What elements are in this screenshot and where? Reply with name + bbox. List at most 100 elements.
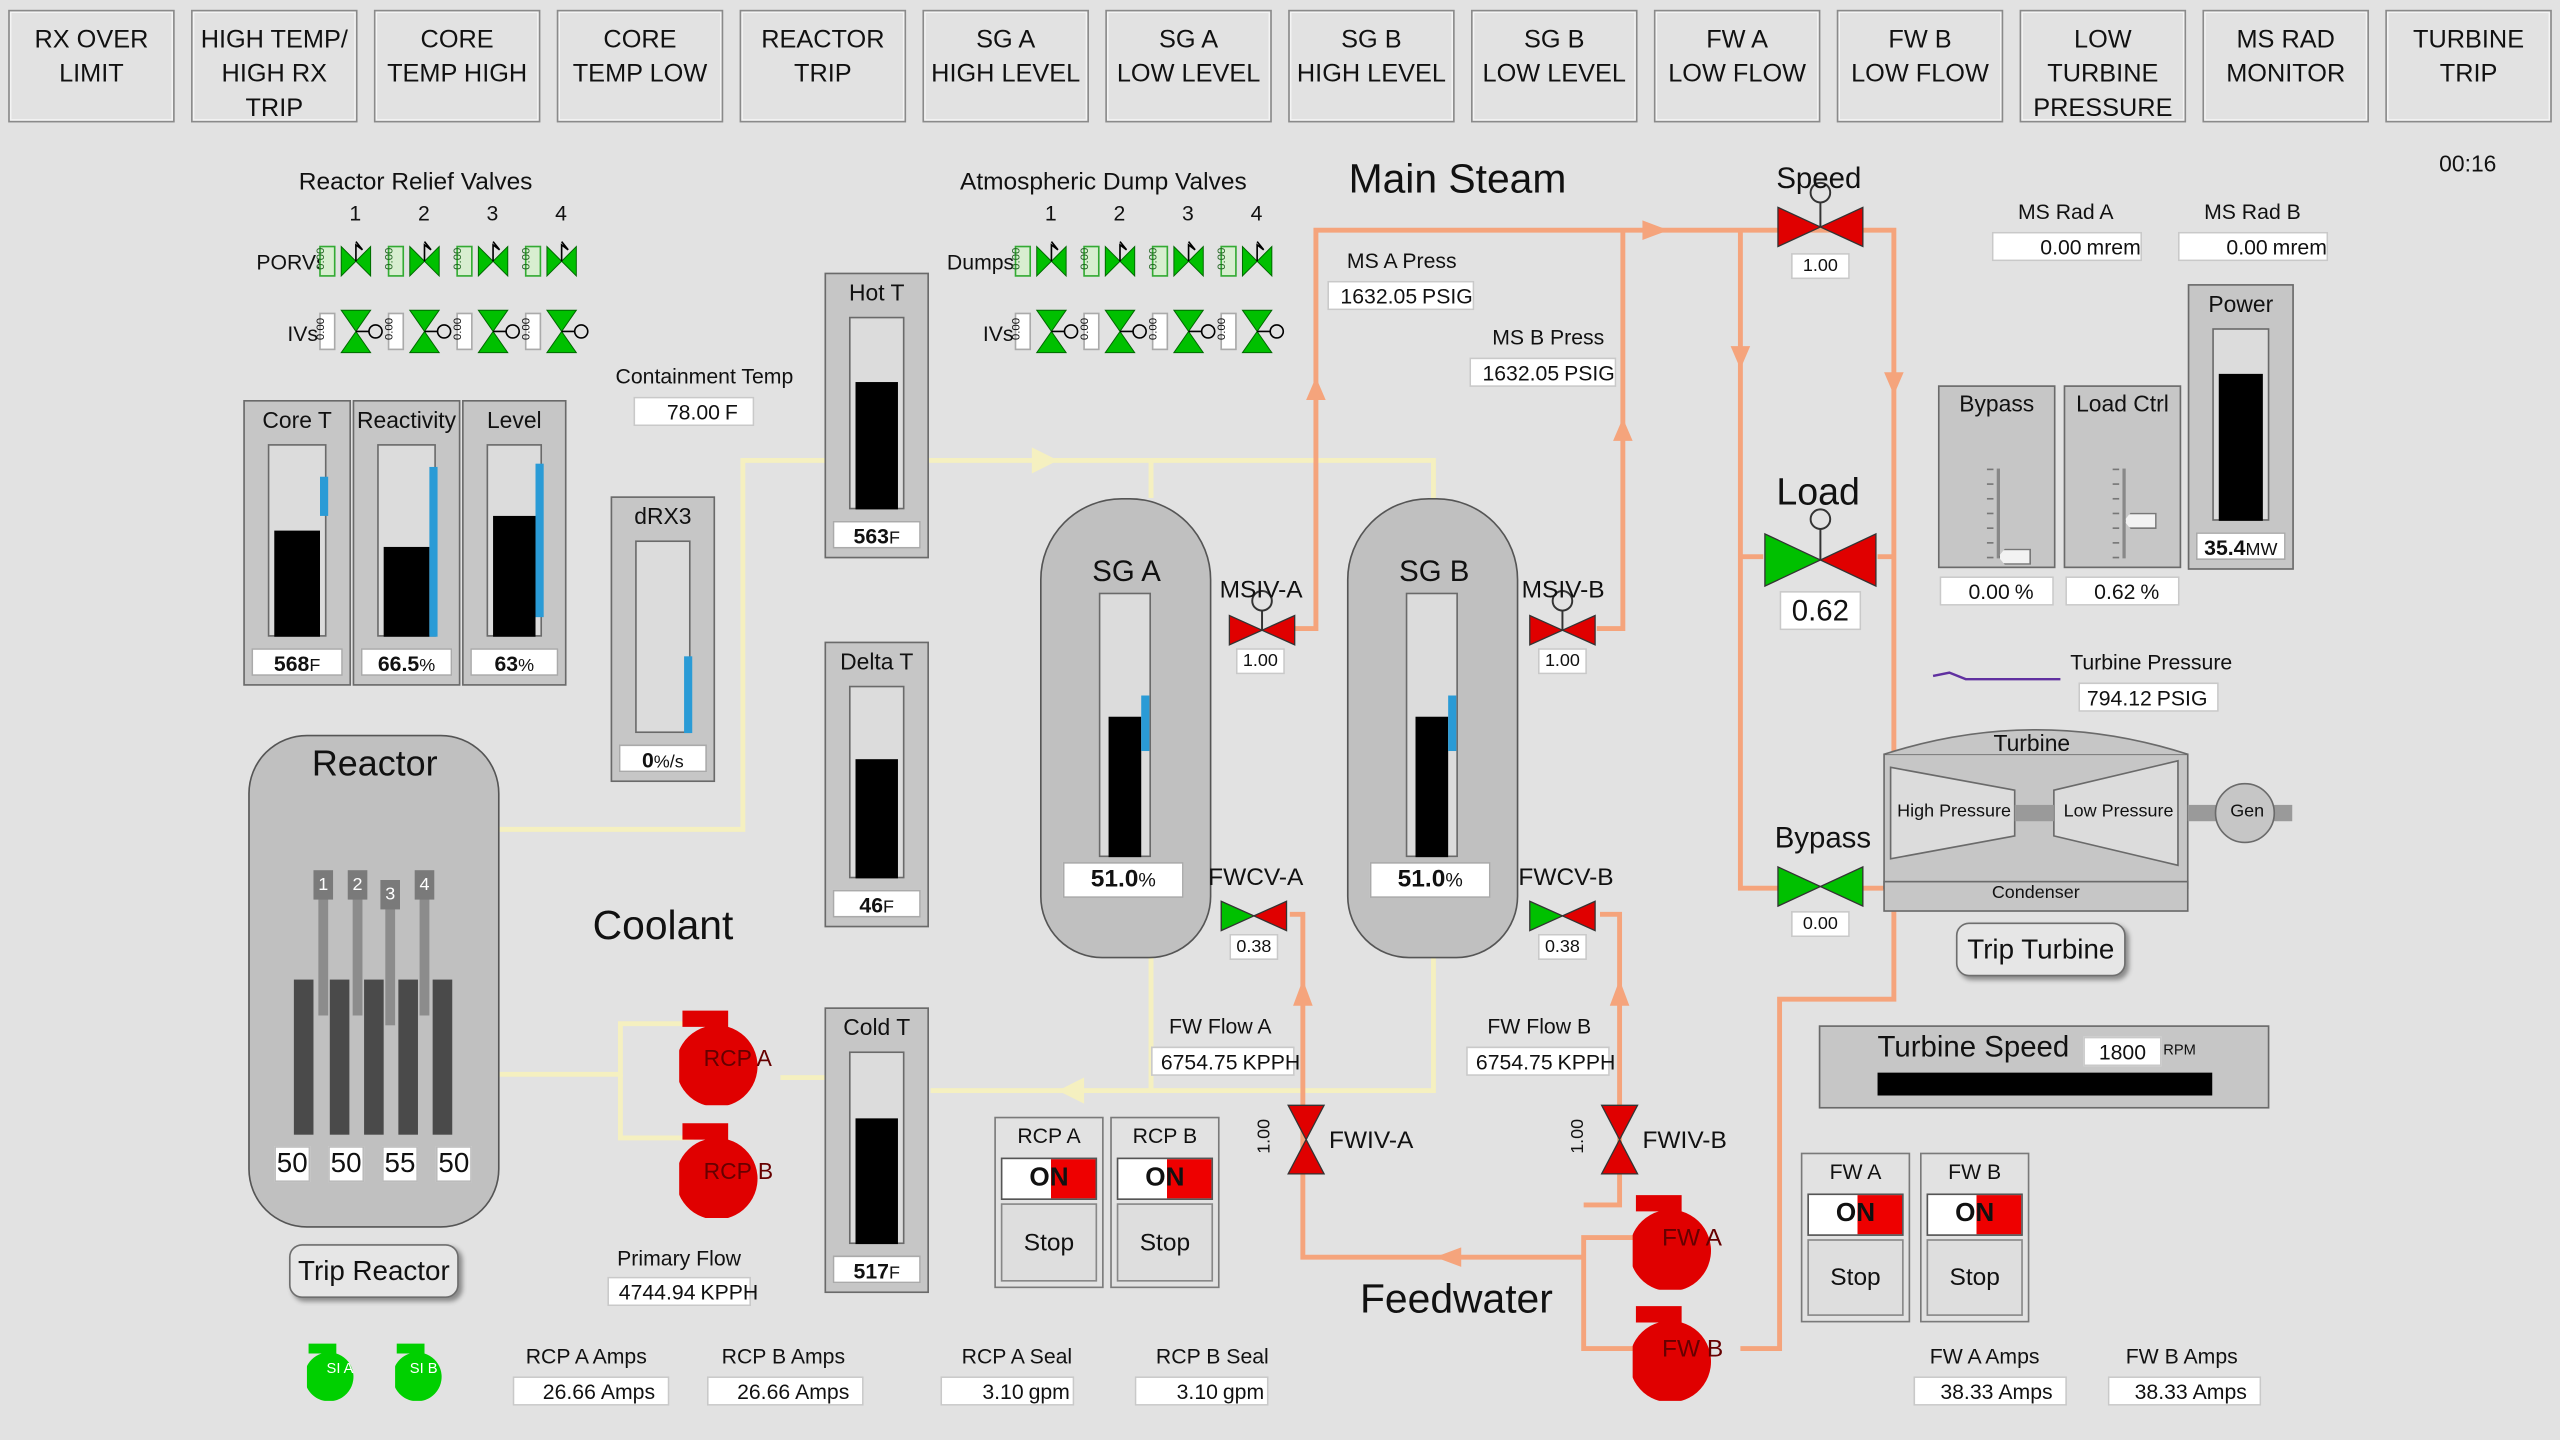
dump-valve-tag-3: 0.00 [1148, 247, 1160, 270]
sg-a-level-setpoint [1141, 695, 1150, 752]
dump-number-3: 3 [1182, 200, 1194, 226]
msiv-a-valve[interactable] [1228, 588, 1297, 647]
fwiv-b-label: FWIV-B [1642, 1126, 1727, 1155]
msiv-b-label: MSIV-B [1521, 576, 1605, 605]
rcp-a-seal-label: RCP A Seal [961, 1343, 1073, 1369]
gauge-bar [274, 530, 320, 637]
fwiv-b-valve[interactable] [1600, 1104, 1639, 1176]
fwiv-a-valve[interactable] [1287, 1104, 1326, 1176]
relief-valve-4[interactable] [524, 240, 589, 282]
load-ctrl-slider-thumb[interactable] [2124, 512, 2157, 529]
fwcv-b-position: 0.38 [1537, 933, 1587, 960]
trip-reactor-button[interactable]: Trip Reactor [288, 1244, 459, 1298]
rod-tag-3[interactable]: 3 [380, 879, 400, 910]
fw-b-on-switch[interactable]: ON [1926, 1193, 2023, 1236]
dump-valve-3[interactable] [1151, 240, 1216, 282]
cold-leg-pipe [1148, 955, 1436, 1094]
fw-b-amps-label: FW B Amps [2125, 1343, 2238, 1369]
dump-iv-2[interactable] [1082, 307, 1147, 359]
fw-flow-a-value: 6754.75 KPPH [1151, 1046, 1300, 1076]
annunciator-text: TRIP [794, 60, 852, 89]
rcp-a-control-title: RCP A [1017, 1123, 1081, 1148]
bypass-valve[interactable] [1776, 865, 1864, 908]
annunciator-text: HIGH LEVEL [931, 60, 1081, 89]
relief-iv-4[interactable] [524, 307, 589, 359]
slider-tick [2112, 512, 2120, 515]
load-position: 0.62 [1779, 591, 1862, 631]
relief-iv-1[interactable] [318, 307, 383, 359]
fw-b-pump[interactable] [1632, 1303, 1741, 1401]
dump-number-2: 2 [1113, 200, 1126, 226]
ms-a-press-value: 1632.05 PSIG [1327, 280, 1475, 311]
fwcv-b-valve[interactable] [1528, 900, 1597, 933]
rod-drive-1 [318, 897, 329, 1016]
annunciator-text: LOW FLOW [1668, 60, 1807, 89]
rcp-a-pump[interactable] [679, 1007, 787, 1106]
speed-valve[interactable] [1776, 180, 1864, 249]
relief-valve-1[interactable] [318, 240, 383, 282]
condenser [1883, 880, 2189, 912]
fwcv-a-valve[interactable] [1220, 900, 1289, 933]
relief-number-3: 3 [486, 200, 499, 226]
fw-a-stop-button[interactable]: Stop [1807, 1239, 1904, 1316]
dump-number-4: 4 [1250, 200, 1263, 226]
turbine-speed-bar [1877, 1072, 2213, 1096]
high-pressure-turbine [1889, 766, 2016, 860]
fw-a-control: FW A ON Stop [1800, 1152, 1911, 1323]
slider-tick [1986, 527, 1994, 529]
msiv-b-valve[interactable] [1528, 588, 1597, 647]
gauge-bar [855, 759, 898, 879]
relief-iv-tag-2: 0.00 [384, 317, 396, 341]
annunciator-fw-b-low-flow: FW B LOW FLOW [1836, 9, 2004, 123]
fuel-assembly [364, 979, 384, 1135]
trip-turbine-button[interactable]: Trip Turbine [1955, 922, 2126, 977]
relief-valve-tag-2: 0.00 [384, 247, 396, 270]
rcp-a-on-switch[interactable]: ON [1000, 1157, 1098, 1200]
dump-valve-tag-1: 0.00 [1011, 247, 1023, 270]
dump-valve-4[interactable] [1220, 240, 1285, 282]
rod-tag-4[interactable]: 4 [414, 870, 435, 900]
annunciator-sg-a-low-level: SG A LOW LEVEL [1105, 9, 1272, 123]
speed-position: 1.00 [1791, 253, 1850, 280]
dump-iv-1[interactable] [1014, 307, 1079, 359]
ms-b-press-label: MS B Press [1492, 324, 1605, 350]
rod-tag-1[interactable]: 1 [313, 870, 334, 900]
relief-valve-3[interactable] [456, 240, 521, 282]
si-b-pump[interactable] [395, 1342, 464, 1401]
annunciator-text: REACTOR [761, 26, 885, 54]
slider-tick [2112, 556, 2120, 559]
dump-valve-tag-4: 0.00 [1216, 247, 1229, 270]
annunciator-low-turbine-pressure: LOW TURBINE PRESSURE [2019, 9, 2187, 123]
relief-iv-3[interactable] [456, 307, 521, 359]
fw-b-stop-button[interactable]: Stop [1926, 1239, 2023, 1316]
relief-valve-2[interactable] [387, 240, 452, 282]
si-a-pump[interactable] [306, 1342, 376, 1401]
rod-tag-2[interactable]: 2 [347, 870, 368, 900]
dump-iv-4[interactable] [1220, 307, 1285, 359]
dump-valve-2[interactable] [1082, 240, 1147, 282]
dump-iv-tag-2: 0.00 [1079, 317, 1092, 341]
rcp-a-pump-label: RCP A [703, 1044, 772, 1072]
sg-a-level-bar [1108, 716, 1142, 858]
rcp-a-stop-button[interactable]: Stop [1000, 1203, 1098, 1282]
rcp-b-stop-button[interactable]: Stop [1116, 1203, 1214, 1282]
load-valve[interactable] [1763, 506, 1877, 588]
bypass-slider-thumb[interactable] [1998, 548, 2032, 565]
annunciator-text: HIGH LEVEL [1296, 60, 1446, 89]
dump-iv-3[interactable] [1151, 307, 1216, 359]
annunciator-sg-a-high-level: SG A HIGH LEVEL [922, 9, 1089, 123]
fw-a-pump[interactable] [1632, 1192, 1741, 1290]
dump-valve-1[interactable] [1014, 240, 1079, 282]
gauge-bar [383, 546, 430, 637]
fw-a-on-switch[interactable]: ON [1807, 1193, 1904, 1236]
delta-t-gauge-title: Delta T [840, 648, 914, 675]
annunciator-text: SG B [1524, 26, 1585, 54]
relief-iv-2[interactable] [387, 307, 452, 359]
rcp-a-seal-value: 3.10 gpm [940, 1376, 1075, 1406]
rcp-b-on-switch[interactable]: ON [1116, 1157, 1214, 1200]
gauge-track [635, 540, 691, 734]
bypass-slider-title: Bypass [1959, 390, 2035, 417]
rod-drive-4 [419, 897, 430, 1016]
rcp-b-pump[interactable] [679, 1120, 787, 1218]
gauge-bar [855, 1118, 898, 1245]
